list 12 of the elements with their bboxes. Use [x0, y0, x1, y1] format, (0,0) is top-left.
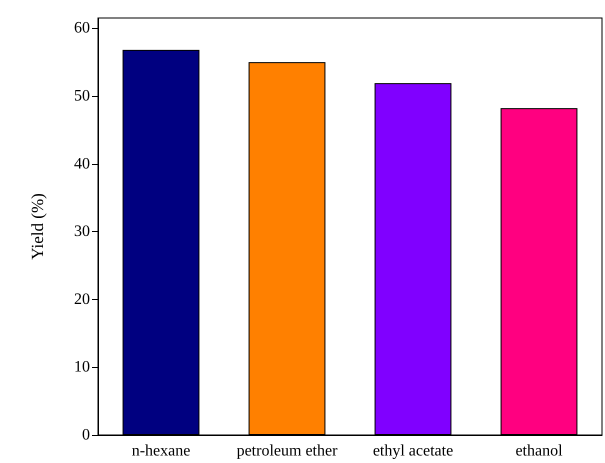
y-tick-label: 40: [74, 155, 90, 172]
y-axis-title: Yield (%): [28, 193, 47, 260]
x-tick-label: ethanol: [515, 442, 564, 460]
x-tick-label: petroleum ether: [236, 442, 338, 460]
y-tick-label: 10: [74, 358, 90, 376]
x-tick-label: ethyl acetate: [372, 442, 454, 460]
y-tick-label: 20: [74, 290, 90, 308]
y-tick-label: 50: [74, 87, 90, 104]
y-tick-label: 0: [82, 426, 90, 444]
x-tick-label: n-hexane: [132, 442, 190, 460]
y-tick-label: 30: [74, 223, 90, 240]
y-tick-label: 60: [74, 20, 90, 37]
